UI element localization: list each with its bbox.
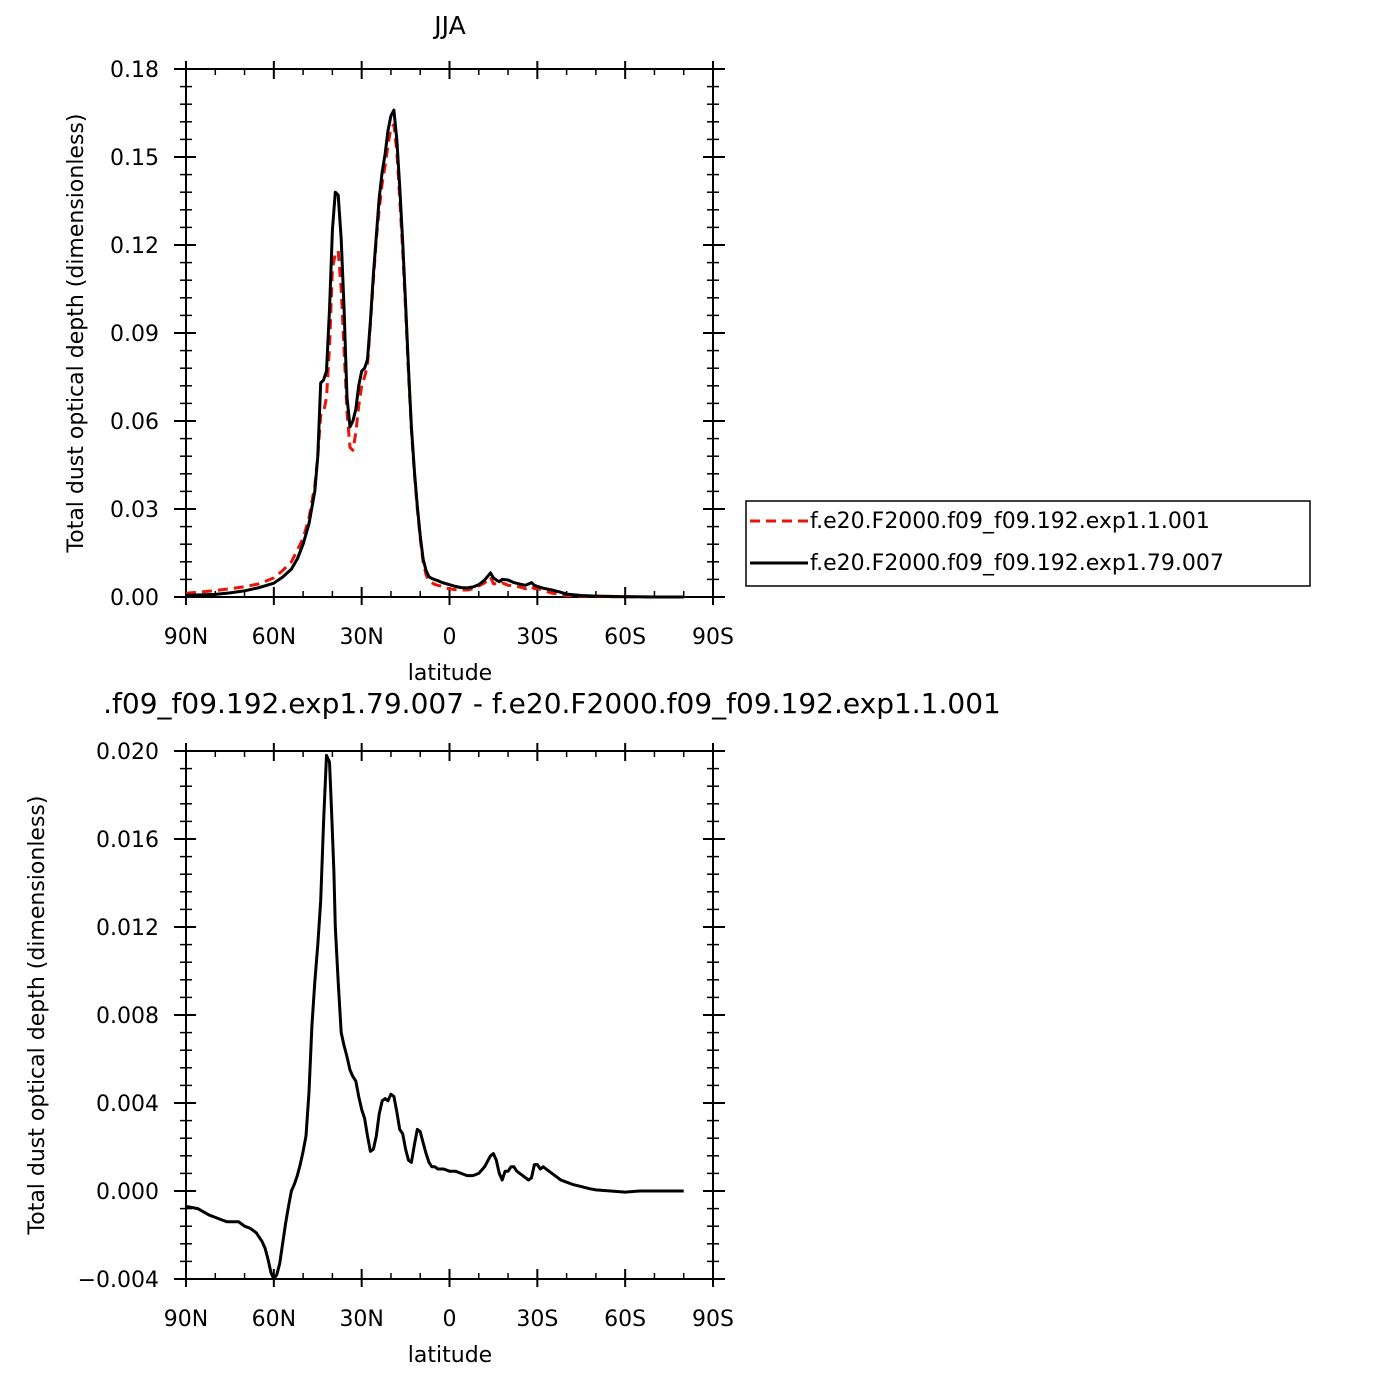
bottom-x-axis-label: latitude: [408, 1343, 492, 1368]
top-y-axis-label: Total dust optical depth (dimensionless): [64, 114, 89, 554]
top-y-tick-label: 0.00: [110, 586, 159, 611]
top-y-tick-label: 0.06: [110, 410, 159, 435]
top-x-tick-label: 30S: [516, 625, 558, 650]
bottom-y-tick-label: 0.008: [96, 1004, 159, 1029]
top-x-tick-label: 90S: [692, 625, 734, 650]
legend-label-series-1: f.e20.F2000.f09_f09.192.exp1.1.001: [810, 509, 1210, 534]
top-x-tick-label: 60S: [604, 625, 646, 650]
top-series-line-2: [185, 108, 684, 599]
bottom-x-tick-label: 60S: [604, 1307, 646, 1332]
legend-label-series-2: f.e20.F2000.f09_f09.192.exp1.79.007: [810, 551, 1224, 576]
top-x-tick-label: 0: [443, 625, 457, 650]
bottom-y-tick-label: 0.004: [96, 1092, 159, 1117]
top-y-tick-label: 0.09: [110, 322, 159, 347]
top-y-tick-label: 0.18: [110, 58, 159, 83]
top-x-tick-label: 30N: [339, 625, 383, 650]
top-series-lines: [185, 108, 684, 599]
bottom-y-tick-label: 0.012: [96, 916, 159, 941]
bottom-x-tick-label: 30S: [516, 1307, 558, 1332]
bottom-x-tick-label: 90S: [692, 1307, 734, 1332]
legend-box: [745, 500, 1311, 587]
top-axis-ticks: 90N 60N 30N 0 30S 60S 90S 0.00 0.03 0.06 0.09 0.12 0…: [110, 58, 734, 650]
bottom-y-tick-label: 0.020: [96, 740, 159, 765]
top-x-axis-label: latitude: [408, 661, 492, 686]
bottom-panel: .f09_f09.192.exp1.79.007 - f.e20.F2000.f…: [25, 687, 1001, 1368]
bottom-series-line-1: [185, 753, 684, 1281]
bottom-series-lines: [185, 753, 684, 1281]
bottom-x-tick-label: 0: [443, 1307, 457, 1332]
bottom-axis-ticks: 90N 60N 30N 0 30S 60S 90S −0.004 0.000 0.004 0.008…: [78, 740, 734, 1332]
bottom-x-tick-label: 60N: [252, 1307, 296, 1332]
bottom-x-tick-label: 90N: [164, 1307, 208, 1332]
top-y-tick-label: 0.15: [110, 146, 159, 171]
top-series-line-1: [185, 123, 684, 599]
top-plot-frame: [185, 68, 714, 598]
bottom-y-axis-label: Total dust optical depth (dimensionless): [25, 796, 50, 1236]
bottom-x-tick-label: 30N: [339, 1307, 383, 1332]
bottom-y-tick-label: −0.004: [78, 1268, 159, 1293]
top-y-tick-label: 0.12: [110, 234, 159, 259]
top-x-tick-label: 90N: [164, 625, 208, 650]
bottom-y-tick-label: 0.000: [96, 1180, 159, 1205]
bottom-chart-title: .f09_f09.192.exp1.79.007 - f.e20.F2000.f…: [103, 687, 1001, 720]
top-chart-title: JJA: [432, 11, 465, 40]
bottom-plot-frame: [185, 750, 714, 1280]
top-x-tick-label: 60N: [252, 625, 296, 650]
bottom-y-tick-label: 0.016: [96, 828, 159, 853]
legend: f.e20.F2000.f09_f09.192.exp1.1.001 f.e20…: [745, 500, 1311, 587]
top-panel: JJA 90N 60N 30N 0 30S 60S 90S 0.00 0.03 0.06 0.09 0…: [64, 11, 1311, 686]
top-y-tick-label: 0.03: [110, 498, 159, 523]
